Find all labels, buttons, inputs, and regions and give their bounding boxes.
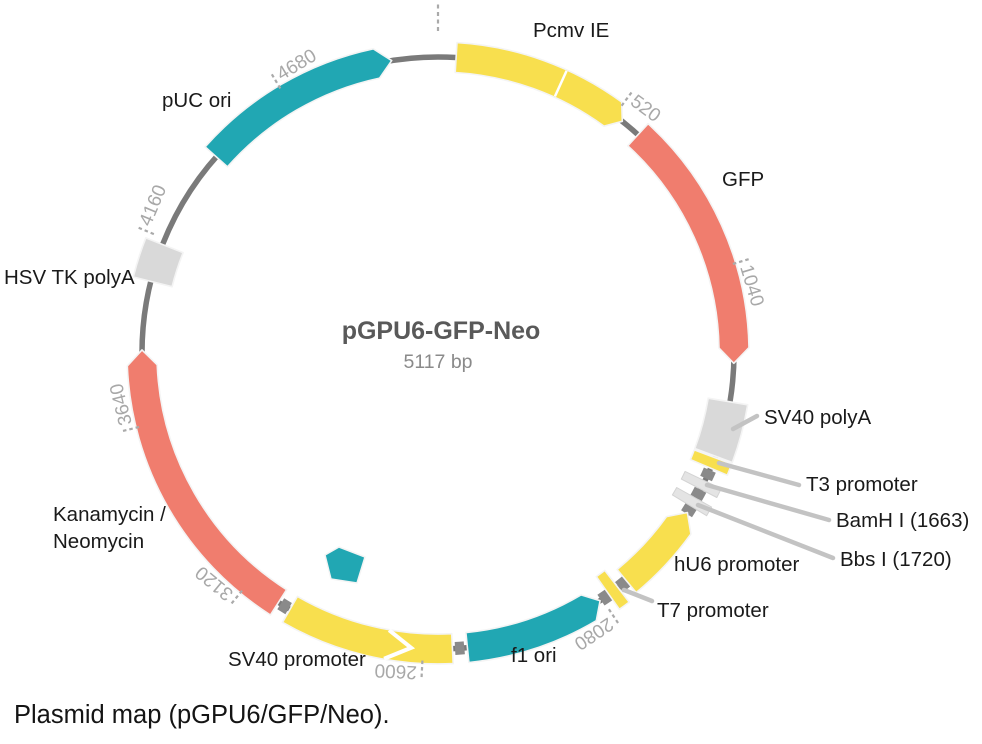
feature-arc-hu6-promoter [616, 511, 692, 594]
feature-label-sv40-promoter: SV40 promoter [228, 648, 366, 671]
leader-line-bamhi-site [704, 482, 832, 523]
backbone-connector [690, 486, 707, 501]
leader-line-bbsi-site [695, 502, 836, 561]
leader-line-t7-promoter [621, 587, 655, 604]
tick-dash [620, 90, 634, 107]
tick-label-520: 520 [626, 91, 664, 127]
feature-arc-pcmv-ie [454, 41, 624, 127]
feature-label-gfp: GFP [722, 168, 764, 191]
tick-dash [270, 72, 282, 90]
tick-dash [229, 589, 243, 606]
backbone-connector [681, 502, 697, 518]
feature-arc-f1-ori [465, 594, 601, 664]
feature-arc-gfp [627, 122, 750, 365]
feature-label-pcmv-ie: Pcmv IE [533, 19, 609, 42]
feature-label-t3-promoter: T3 promoter [806, 473, 918, 496]
feature-label-sv40-polya: SV40 polyA [764, 406, 871, 429]
tick-dash [121, 425, 140, 433]
feature-arc-hsv-tk-polya [132, 237, 184, 288]
backbone-connector [277, 598, 292, 615]
feature-arc-t7-promoter [595, 569, 630, 611]
backbone-connector [615, 576, 631, 593]
feature-label-f1-ori: f1 ori [511, 644, 557, 667]
feature-arc-bamhi-site [680, 470, 722, 498]
feature-arc-kanamycin-neomycin [126, 349, 288, 616]
leader-line-sv40-polya [730, 413, 760, 432]
feature-arrow-notch-sv40-promoter [383, 628, 416, 661]
tick-label-2600: 2600 [374, 659, 417, 682]
figure-caption: Plasmid map (pGPU6/GFP/Neo). [14, 701, 390, 729]
position-tick-520: 520 [620, 90, 664, 127]
feature-label-puc-ori: pUC ori [162, 89, 232, 112]
feature-divider-pcmv-ie [553, 70, 568, 97]
feature-arc-puc-ori [204, 48, 393, 168]
inner-pentagon-marker [324, 546, 366, 584]
feature-label-bamhi-site: BamH I (1663) [836, 509, 969, 532]
backbone-connector [597, 589, 613, 606]
tick-dash [607, 608, 620, 625]
feature-label-hsv-tk-polya: HSV TK polyA [4, 266, 135, 289]
feature-label-kanamycin-line1: Kanamycin / [53, 503, 166, 526]
tick-dash [136, 226, 155, 236]
position-tick-2600: 2600 [374, 659, 424, 682]
plasmid-size: 5117 bp [403, 351, 472, 373]
feature-label-kanamycin-line2: Neomycin [53, 530, 144, 553]
tick-dash [732, 257, 751, 266]
position-tick-4160: 4160 [135, 182, 171, 236]
backbone-connector [454, 641, 465, 655]
feature-label-hu6-promoter: hU6 promoter [674, 553, 800, 576]
leader-line-t3-promoter [716, 460, 802, 488]
tick-dash [420, 660, 424, 679]
backbone-connector [700, 467, 716, 482]
plasmid-name: pGPU6-GFP-Neo [342, 317, 541, 345]
feature-label-t7-promoter: T7 promoter [657, 599, 769, 622]
feature-label-bbsi-site: Bbs I (1720) [840, 548, 952, 571]
tick-label-4160: 4160 [135, 182, 171, 229]
